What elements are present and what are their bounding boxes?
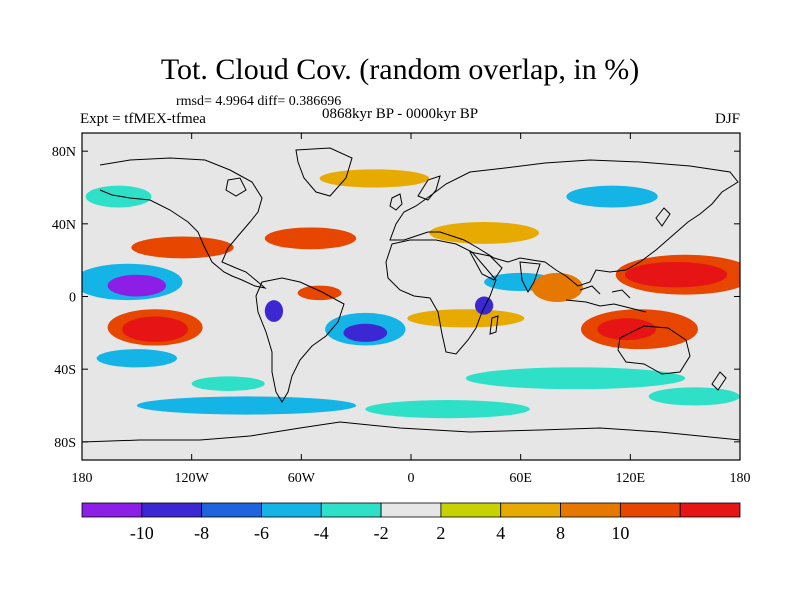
contour-region (365, 400, 530, 419)
lon-tick-label: 180 (730, 471, 751, 486)
contour-region (648, 387, 740, 406)
colorbar-label: 8 (556, 523, 565, 543)
contour-region (597, 318, 656, 341)
lon-tick-label: 120E (616, 471, 646, 486)
period-label: 0868kyr BP - 0000kyr BP (322, 106, 479, 122)
coastline-europe-asia (389, 159, 739, 287)
coastline-layer (82, 147, 740, 443)
contour-region (465, 367, 686, 390)
coastline-japan (655, 207, 671, 227)
lon-tick-label: 120W (175, 471, 210, 486)
coastline-uk (389, 193, 403, 211)
colorbar-swatch (560, 502, 621, 518)
contour-region (407, 309, 525, 328)
colorbar: -10 -8 -6 -4 -2 2 4 8 10 (81, 502, 741, 543)
colorbar-swatch (141, 502, 203, 518)
colorbar-swatch (440, 502, 502, 518)
contour-region (624, 261, 728, 288)
coastline-africa (385, 239, 497, 355)
contour-region (107, 274, 167, 297)
coastline-greenland (295, 147, 353, 197)
lat-tick-label: 80S (54, 436, 76, 451)
map-title: Tot. Cloud Cov. (random overlap, in %) (160, 53, 640, 86)
contour-region (297, 285, 342, 301)
contour-region (96, 349, 178, 368)
lat-tick-label: 80N (52, 145, 76, 160)
colorbar-label: -4 (314, 523, 329, 543)
contour-region (264, 227, 357, 250)
contour-region (264, 300, 284, 322)
coastline-indonesia (565, 285, 647, 313)
contour-region (343, 323, 388, 342)
experiment-label: Expt = tfMEX-tfmea (80, 111, 206, 127)
lon-tick-label: 60E (509, 471, 532, 486)
contour-region (136, 396, 357, 415)
lon-tick-label: 180 (72, 471, 93, 486)
latitude-axis: 80N 40N 0 40S 80S (52, 145, 740, 451)
colorbar-label: -8 (194, 523, 209, 543)
colorbar-swatch (261, 502, 322, 518)
coastline-australia (617, 325, 691, 375)
lat-tick-label: 0 (69, 291, 76, 306)
colorbar-label: -10 (130, 523, 154, 543)
coastline-arabia (469, 251, 503, 281)
colorbar-label: 10 (611, 523, 629, 543)
contour-fill-layer (82, 169, 740, 419)
season-label: DJF (714, 111, 740, 127)
statistics-text: rmsd= 4.9964 diff= 0.386696 (176, 94, 342, 109)
colorbar-swatch (81, 502, 143, 518)
contour-region (191, 376, 265, 391)
colorbar-swatch (679, 502, 741, 518)
coastline-new-zealand (711, 371, 727, 391)
lat-tick-label: 40S (54, 363, 76, 378)
colorbar-label: 4 (496, 523, 505, 543)
colorbar-swatch (619, 502, 681, 518)
contour-region (566, 185, 658, 208)
contour-region (429, 222, 539, 244)
coastline-antarctica (82, 421, 740, 443)
lon-tick-label: 60W (288, 471, 316, 486)
coastline-north-america (99, 157, 267, 289)
contour-region (531, 272, 583, 302)
colorbar-swatch (320, 502, 382, 518)
lat-tick-label: 40N (52, 218, 76, 233)
lon-tick-label: 0 (408, 471, 415, 486)
colorbar-swatch (500, 502, 561, 518)
coastline-hudson (225, 177, 247, 197)
coastline-south-america (255, 277, 345, 403)
coastline-madagascar (489, 315, 499, 335)
colorbar-label: -2 (374, 523, 389, 543)
contour-region (474, 296, 494, 315)
map-area (81, 132, 741, 461)
coastline-india (519, 261, 541, 294)
longitude-axis: 180 120W 60W 0 60E 120E 180 (72, 133, 751, 486)
coastline-scandinavia (417, 175, 441, 201)
colorbar-swatch (380, 502, 442, 518)
colorbar-swatch (201, 502, 262, 518)
colorbar-label: 2 (436, 523, 445, 543)
contour-region (319, 169, 430, 188)
colorbar-label: -6 (254, 523, 269, 543)
contour-region (131, 236, 234, 259)
contour-region (122, 316, 189, 342)
